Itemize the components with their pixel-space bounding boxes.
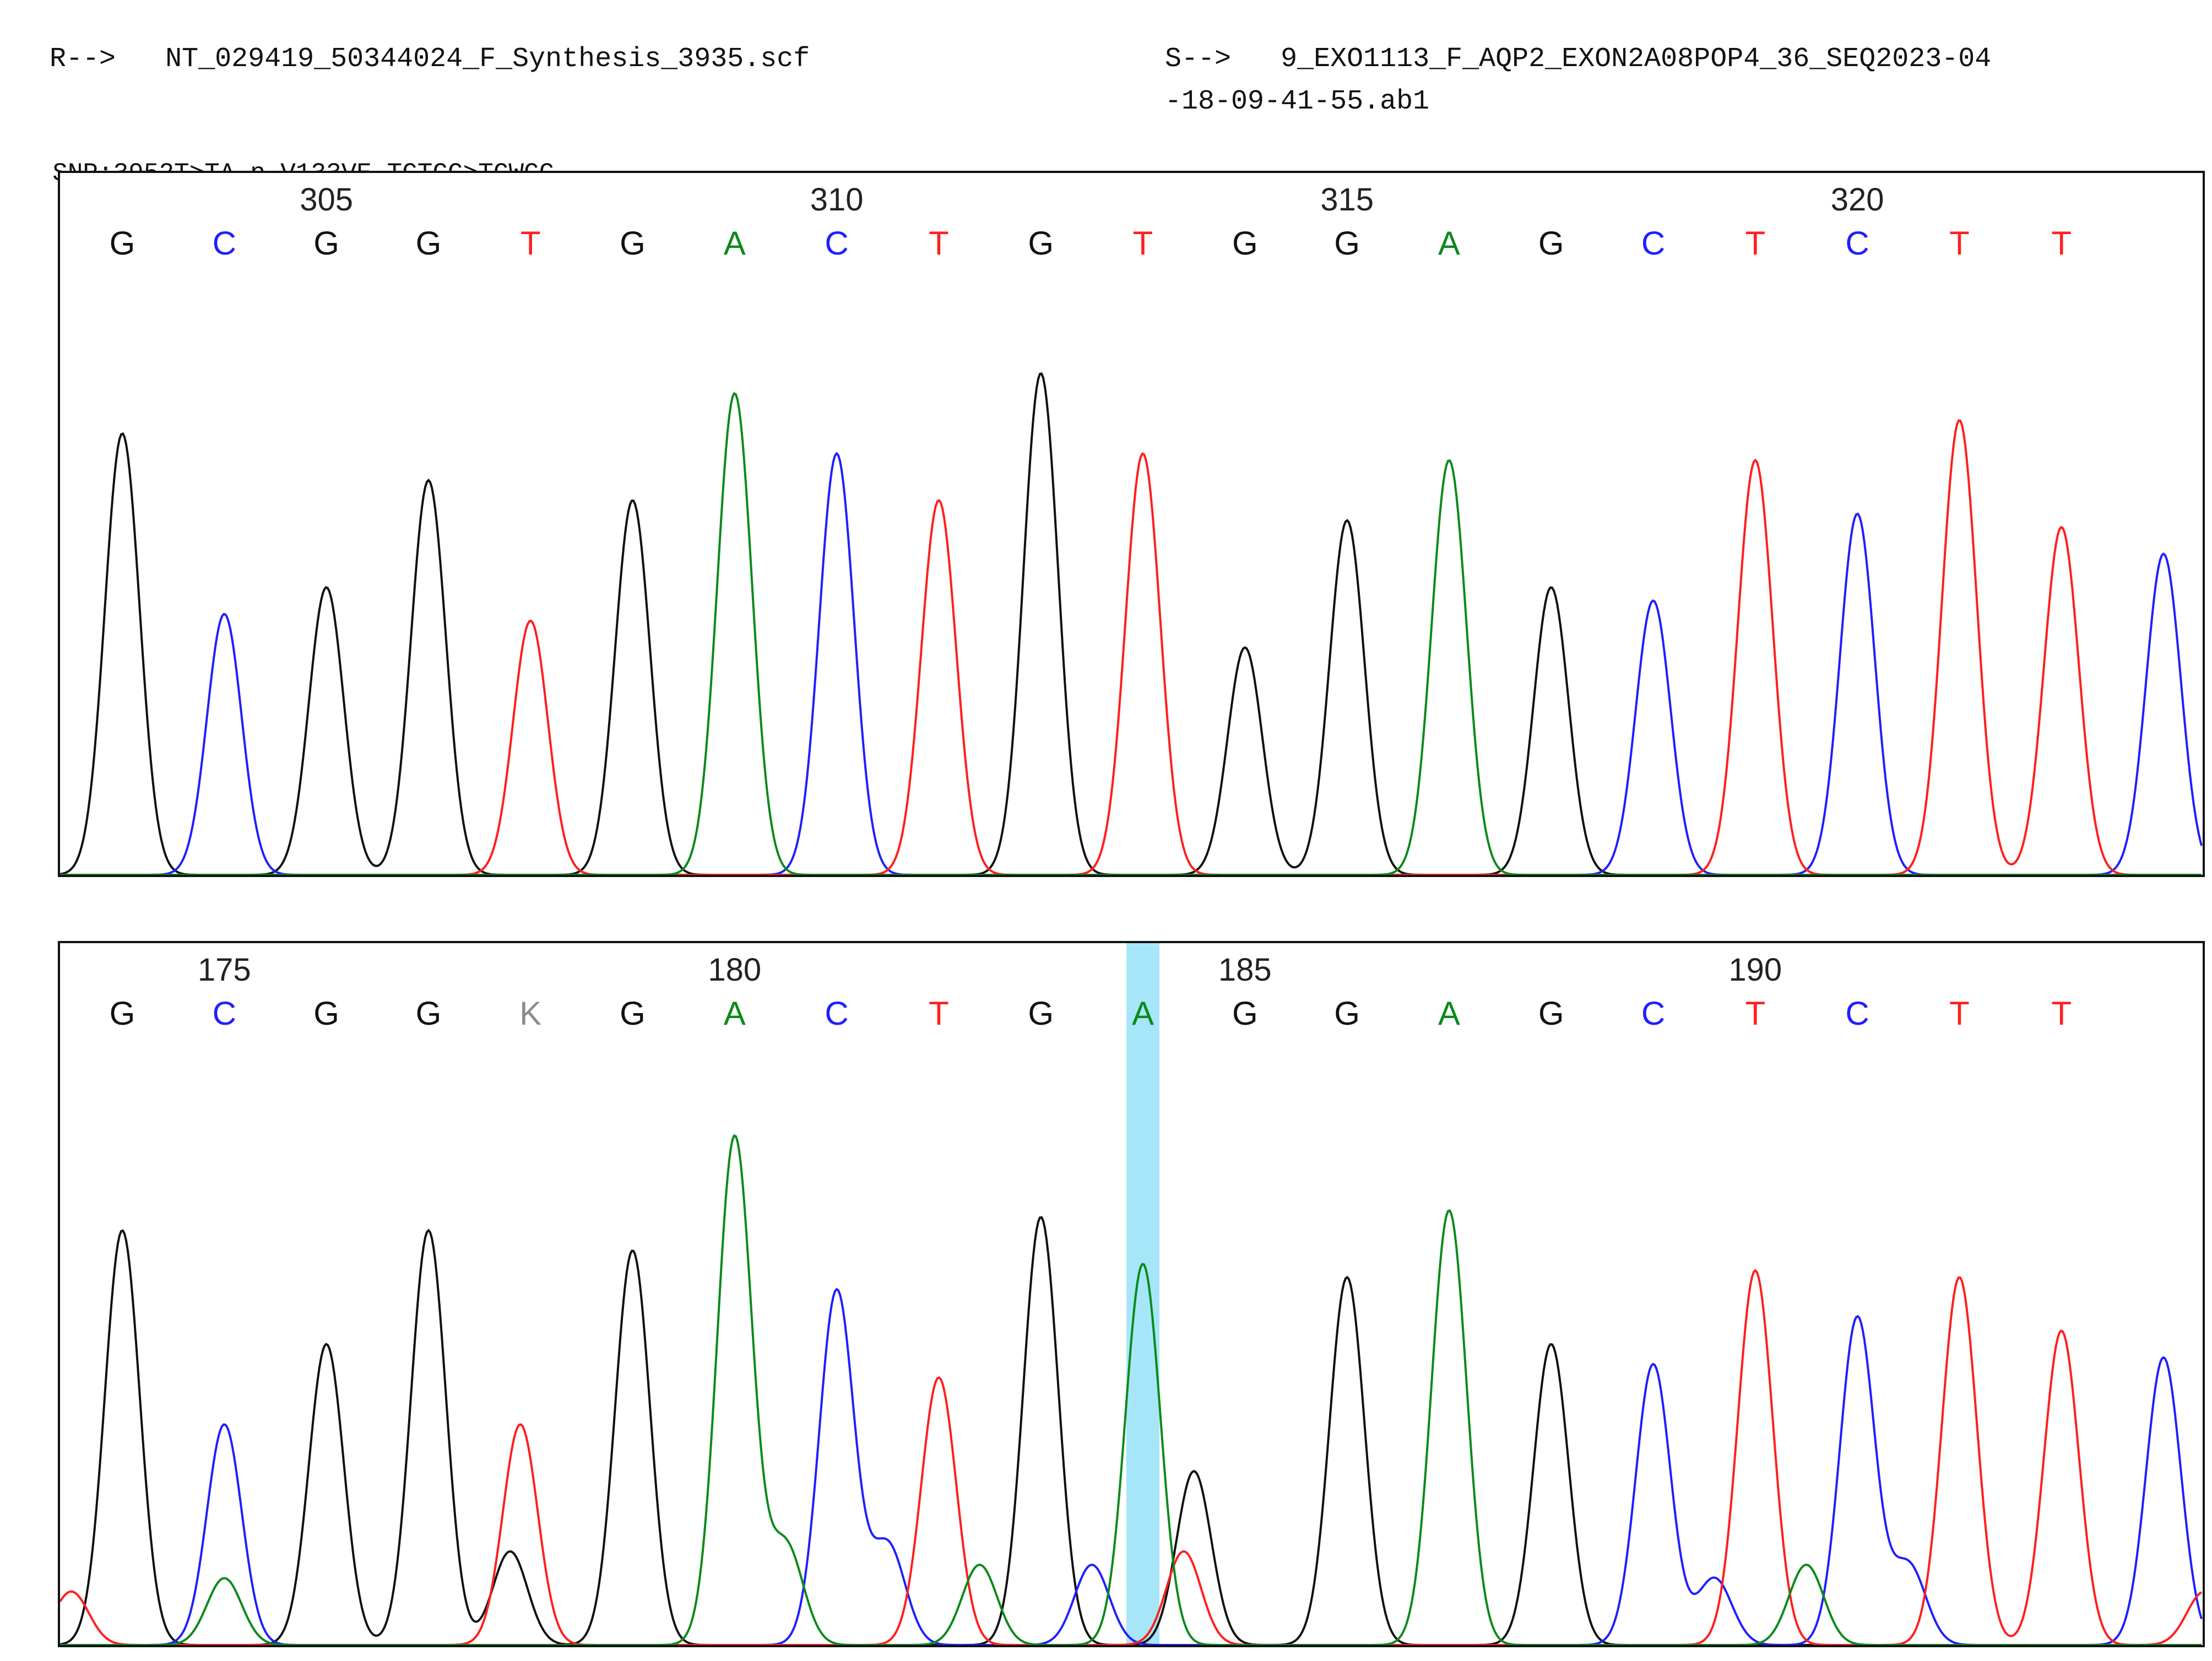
base-call-T: T bbox=[1949, 995, 1970, 1032]
base-call-T: T bbox=[1745, 995, 1765, 1032]
base-call-C: C bbox=[825, 995, 848, 1032]
position-label: 180 bbox=[708, 952, 761, 988]
position-label: 305 bbox=[300, 182, 353, 218]
base-call-G: G bbox=[1232, 995, 1258, 1032]
base-call-G: G bbox=[1232, 225, 1258, 262]
base-call-T: T bbox=[521, 225, 541, 262]
base-call-A: A bbox=[1438, 225, 1460, 262]
base-call-T: T bbox=[1133, 225, 1153, 262]
base-call-G: G bbox=[620, 995, 646, 1032]
base-call-C: C bbox=[1641, 225, 1665, 262]
ref-prefix: R--> bbox=[50, 44, 116, 75]
base-call-G: G bbox=[416, 995, 442, 1032]
base-call-G: G bbox=[1334, 225, 1360, 262]
base-call-G: G bbox=[1028, 225, 1054, 262]
trace-A bbox=[60, 392, 2202, 875]
base-call-A: A bbox=[1132, 995, 1154, 1032]
position-label: 320 bbox=[1831, 182, 1884, 218]
trace-T bbox=[60, 419, 2202, 875]
base-call-T: T bbox=[2051, 995, 2072, 1032]
sample-file-line: S--> 9_EXO1113_F_AQP2_EXON2A08POP4_36_SE… bbox=[1132, 10, 1991, 76]
position-label: 310 bbox=[810, 182, 864, 218]
base-call-A: A bbox=[724, 225, 746, 262]
base-call-T: T bbox=[1745, 225, 1765, 262]
ref-file-name: NT_029419_50344024_F_Synthesis_3935.scf bbox=[165, 44, 810, 75]
base-call-C: C bbox=[213, 995, 236, 1032]
position-label: 175 bbox=[198, 952, 251, 988]
base-call-T: T bbox=[929, 995, 949, 1032]
panel-border bbox=[58, 171, 2205, 877]
sample-file-line-2: -18-09-41-55.ab1 bbox=[1132, 52, 1429, 118]
position-label: 190 bbox=[1728, 952, 1782, 988]
base-call-G: G bbox=[1538, 995, 1564, 1032]
base-call-G: G bbox=[1028, 995, 1054, 1032]
trace-A bbox=[60, 1134, 2202, 1645]
base-call-C: C bbox=[825, 225, 848, 262]
base-call-G: G bbox=[110, 995, 135, 1032]
base-call-A: A bbox=[1438, 995, 1460, 1032]
base-call-G: G bbox=[1538, 225, 1564, 262]
base-call-C: C bbox=[1845, 995, 1869, 1032]
position-label: 315 bbox=[1320, 182, 1374, 218]
position-label: 185 bbox=[1218, 952, 1272, 988]
base-call-G: G bbox=[313, 995, 339, 1032]
base-call-G: G bbox=[1334, 995, 1360, 1032]
base-call-C: C bbox=[1641, 995, 1665, 1032]
reference-file-line: R--> NT_029419_50344024_F_Synthesis_3935… bbox=[17, 10, 810, 76]
base-call-T: T bbox=[2051, 225, 2072, 262]
trace-C bbox=[60, 452, 2203, 875]
base-call-G: G bbox=[110, 225, 135, 262]
base-call-T: T bbox=[929, 225, 949, 262]
base-call-K: K bbox=[519, 995, 541, 1032]
sample-file-name-1: 9_EXO1113_F_AQP2_EXON2A08POP4_36_SEQ2023… bbox=[1281, 44, 1992, 75]
base-call-T: T bbox=[1949, 225, 1970, 262]
base-call-G: G bbox=[620, 225, 646, 262]
trace-T bbox=[60, 1269, 2203, 1645]
variant-highlight-bar bbox=[1126, 943, 1159, 1645]
base-call-C: C bbox=[213, 225, 236, 262]
trace-G bbox=[60, 372, 2202, 875]
sample-chromatogram: 175 180 185 190 G C G G K G A C T G A G G A G C T C T T bbox=[58, 941, 2205, 1647]
reference-chromatogram: 305 310 315 320 G C G G T G A C T G T G G A G C T C T T bbox=[58, 171, 2205, 877]
trace-C bbox=[60, 1287, 2203, 1645]
base-call-G: G bbox=[313, 225, 339, 262]
base-call-A: A bbox=[724, 995, 746, 1032]
base-call-G: G bbox=[416, 225, 442, 262]
panel-border bbox=[58, 941, 2205, 1647]
sample-file-name-2: -18-09-41-55.ab1 bbox=[1165, 86, 1430, 117]
base-call-C: C bbox=[1845, 225, 1869, 262]
sample-prefix: S--> bbox=[1165, 44, 1232, 75]
